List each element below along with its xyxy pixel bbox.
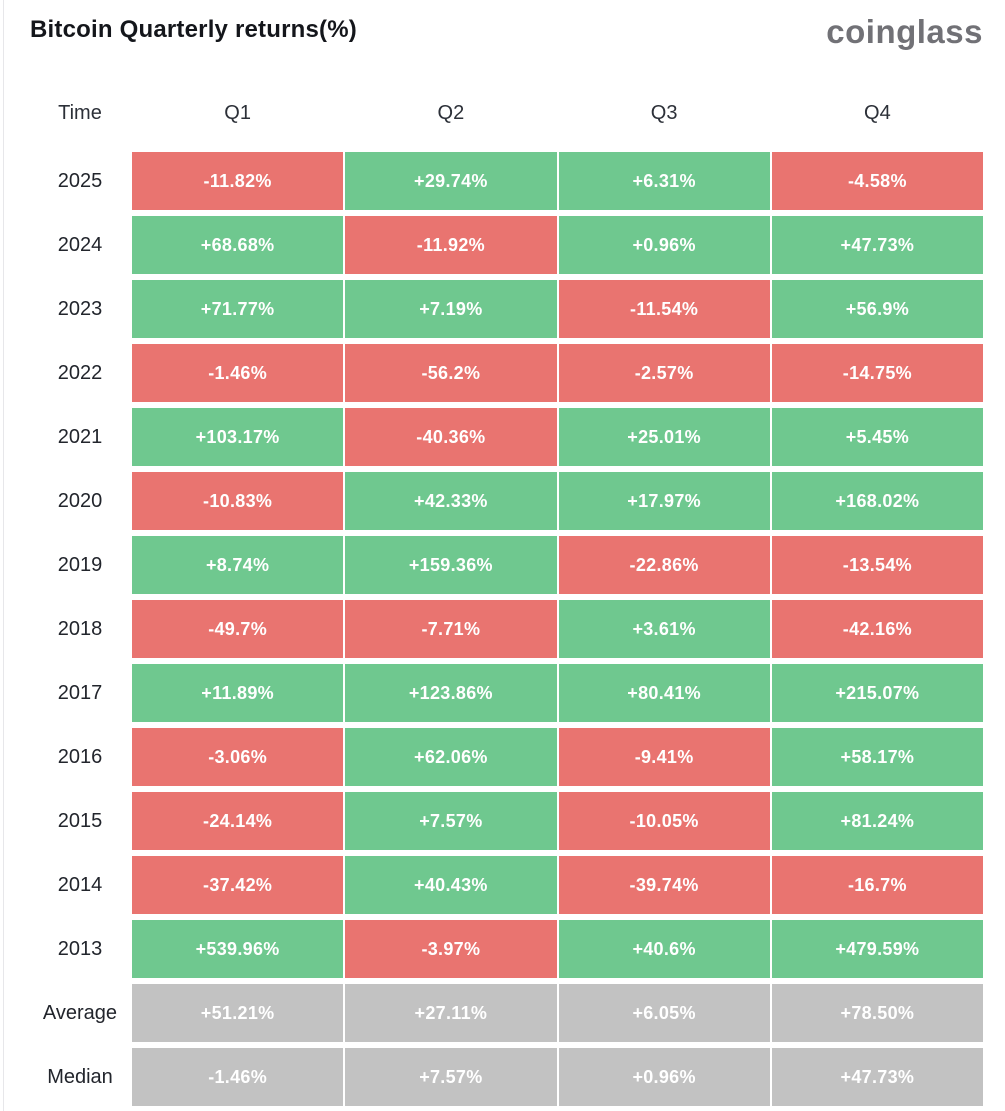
return-cell-2022-q3: -2.57%	[558, 344, 770, 402]
row-label-2015: 2015	[57, 809, 103, 832]
row-label-2021: 2021	[57, 425, 103, 448]
return-cell-2022-q2: -56.2%	[345, 344, 557, 402]
return-cell-2016-q4: +58.17%	[771, 728, 983, 786]
column-header-q4: Q4	[864, 101, 891, 124]
return-cell-average-q3: +6.05%	[558, 984, 770, 1042]
return-cell-2019-q4: -13.54%	[771, 536, 983, 594]
return-cell-2024-q1: +68.68%	[132, 216, 344, 274]
return-cell-2018-q4: -42.16%	[771, 600, 983, 658]
return-cell-2025-q1: -11.82%	[132, 152, 344, 210]
return-cell-2013-q3: +40.6%	[558, 920, 770, 978]
row-label-2022: 2022	[57, 361, 103, 384]
return-cell-2021-q1: +103.17%	[132, 408, 344, 466]
row-label-2014: 2014	[57, 873, 103, 896]
column-header-q1: Q1	[224, 101, 251, 124]
return-cell-2017-q1: +11.89%	[132, 664, 344, 722]
coinglass-logo: coinglass	[826, 13, 983, 50]
row-label-2025: 2025	[57, 169, 103, 192]
return-cell-2015-q1: -24.14%	[132, 792, 344, 850]
return-cell-2014-q1: -37.42%	[132, 856, 344, 914]
return-cell-2020-q2: +42.33%	[345, 472, 557, 530]
column-header-time: Time	[58, 101, 102, 124]
row-label-2024: 2024	[57, 233, 103, 256]
return-cell-2014-q2: +40.43%	[345, 856, 557, 914]
return-cell-median-q4: +47.73%	[771, 1048, 983, 1106]
return-cell-2016-q1: -3.06%	[132, 728, 344, 786]
row-label-2023: 2023	[57, 297, 103, 320]
return-cell-2021-q3: +25.01%	[558, 408, 770, 466]
return-cell-2023-q2: +7.19%	[345, 280, 557, 338]
return-cell-2025-q3: +6.31%	[558, 152, 770, 210]
return-cell-2025-q4: -4.58%	[771, 152, 983, 210]
return-cell-2018-q1: -49.7%	[132, 600, 344, 658]
return-cell-average-q2: +27.11%	[345, 984, 557, 1042]
return-cell-2019-q1: +8.74%	[132, 536, 344, 594]
return-cell-2013-q1: +539.96%	[132, 920, 344, 978]
return-cell-average-q1: +51.21%	[132, 984, 344, 1042]
return-cell-2022-q1: -1.46%	[132, 344, 344, 402]
column-header-q2: Q2	[437, 101, 465, 124]
return-cell-2015-q2: +7.57%	[345, 792, 557, 850]
row-label-2019: 2019	[57, 553, 103, 576]
return-cell-2013-q4: +479.59%	[771, 920, 983, 978]
return-cell-2020-q1: -10.83%	[132, 472, 344, 530]
return-cell-2015-q4: +81.24%	[771, 792, 983, 850]
return-cell-2024-q2: -11.92%	[345, 216, 557, 274]
return-cell-2014-q4: -16.7%	[771, 856, 983, 914]
return-cell-median-q3: +0.96%	[558, 1048, 770, 1106]
return-cell-2018-q3: +3.61%	[558, 600, 770, 658]
return-cell-2019-q2: +159.36%	[345, 536, 557, 594]
return-cell-2018-q2: -7.71%	[345, 600, 557, 658]
return-cell-2024-q3: +0.96%	[558, 216, 770, 274]
return-cell-2015-q3: -10.05%	[558, 792, 770, 850]
return-cell-2020-q3: +17.97%	[558, 472, 770, 530]
return-cell-2019-q3: -22.86%	[558, 536, 770, 594]
column-header-q3: Q3	[650, 101, 678, 124]
page-title: Bitcoin Quarterly returns(%)	[30, 16, 357, 43]
row-label-2013: 2013	[57, 937, 103, 960]
return-cell-2023-q4: +56.9%	[771, 280, 983, 338]
row-label-median: Median	[47, 1065, 113, 1088]
topbar: Bitcoin Quarterly returns(%) coinglass	[0, 0, 1005, 52]
return-cell-2021-q4: +5.45%	[771, 408, 983, 466]
return-cell-2017-q2: +123.86%	[345, 664, 557, 722]
return-cell-2023-q1: +71.77%	[132, 280, 344, 338]
left-border-line	[3, 0, 4, 1111]
return-cell-2024-q4: +47.73%	[771, 216, 983, 274]
return-cell-2014-q3: -39.74%	[558, 856, 770, 914]
return-cell-2013-q2: -3.97%	[345, 920, 557, 978]
return-cell-2021-q2: -40.36%	[345, 408, 557, 466]
return-cell-2020-q4: +168.02%	[771, 472, 983, 530]
return-cell-2025-q2: +29.74%	[345, 152, 557, 210]
return-cell-median-q1: -1.46%	[132, 1048, 344, 1106]
return-cell-2022-q4: -14.75%	[771, 344, 983, 402]
return-cell-2017-q4: +215.07%	[771, 664, 983, 722]
return-cell-2016-q2: +62.06%	[345, 728, 557, 786]
return-cell-2017-q3: +80.41%	[558, 664, 770, 722]
row-label-2020: 2020	[57, 489, 103, 512]
row-label-2016: 2016	[57, 745, 103, 768]
return-cell-average-q4: +78.50%	[771, 984, 983, 1042]
return-cell-2023-q3: -11.54%	[558, 280, 770, 338]
row-label-average: Average	[42, 1001, 118, 1024]
return-cell-median-q2: +7.57%	[345, 1048, 557, 1106]
return-cell-2016-q3: -9.41%	[558, 728, 770, 786]
row-label-2018: 2018	[57, 617, 103, 640]
returns-table: Time Q1 Q2 Q3 Q4 2025 -11.82% +29.74% +6.31% -4.5…	[30, 88, 983, 1106]
row-label-2017: 2017	[57, 681, 103, 704]
